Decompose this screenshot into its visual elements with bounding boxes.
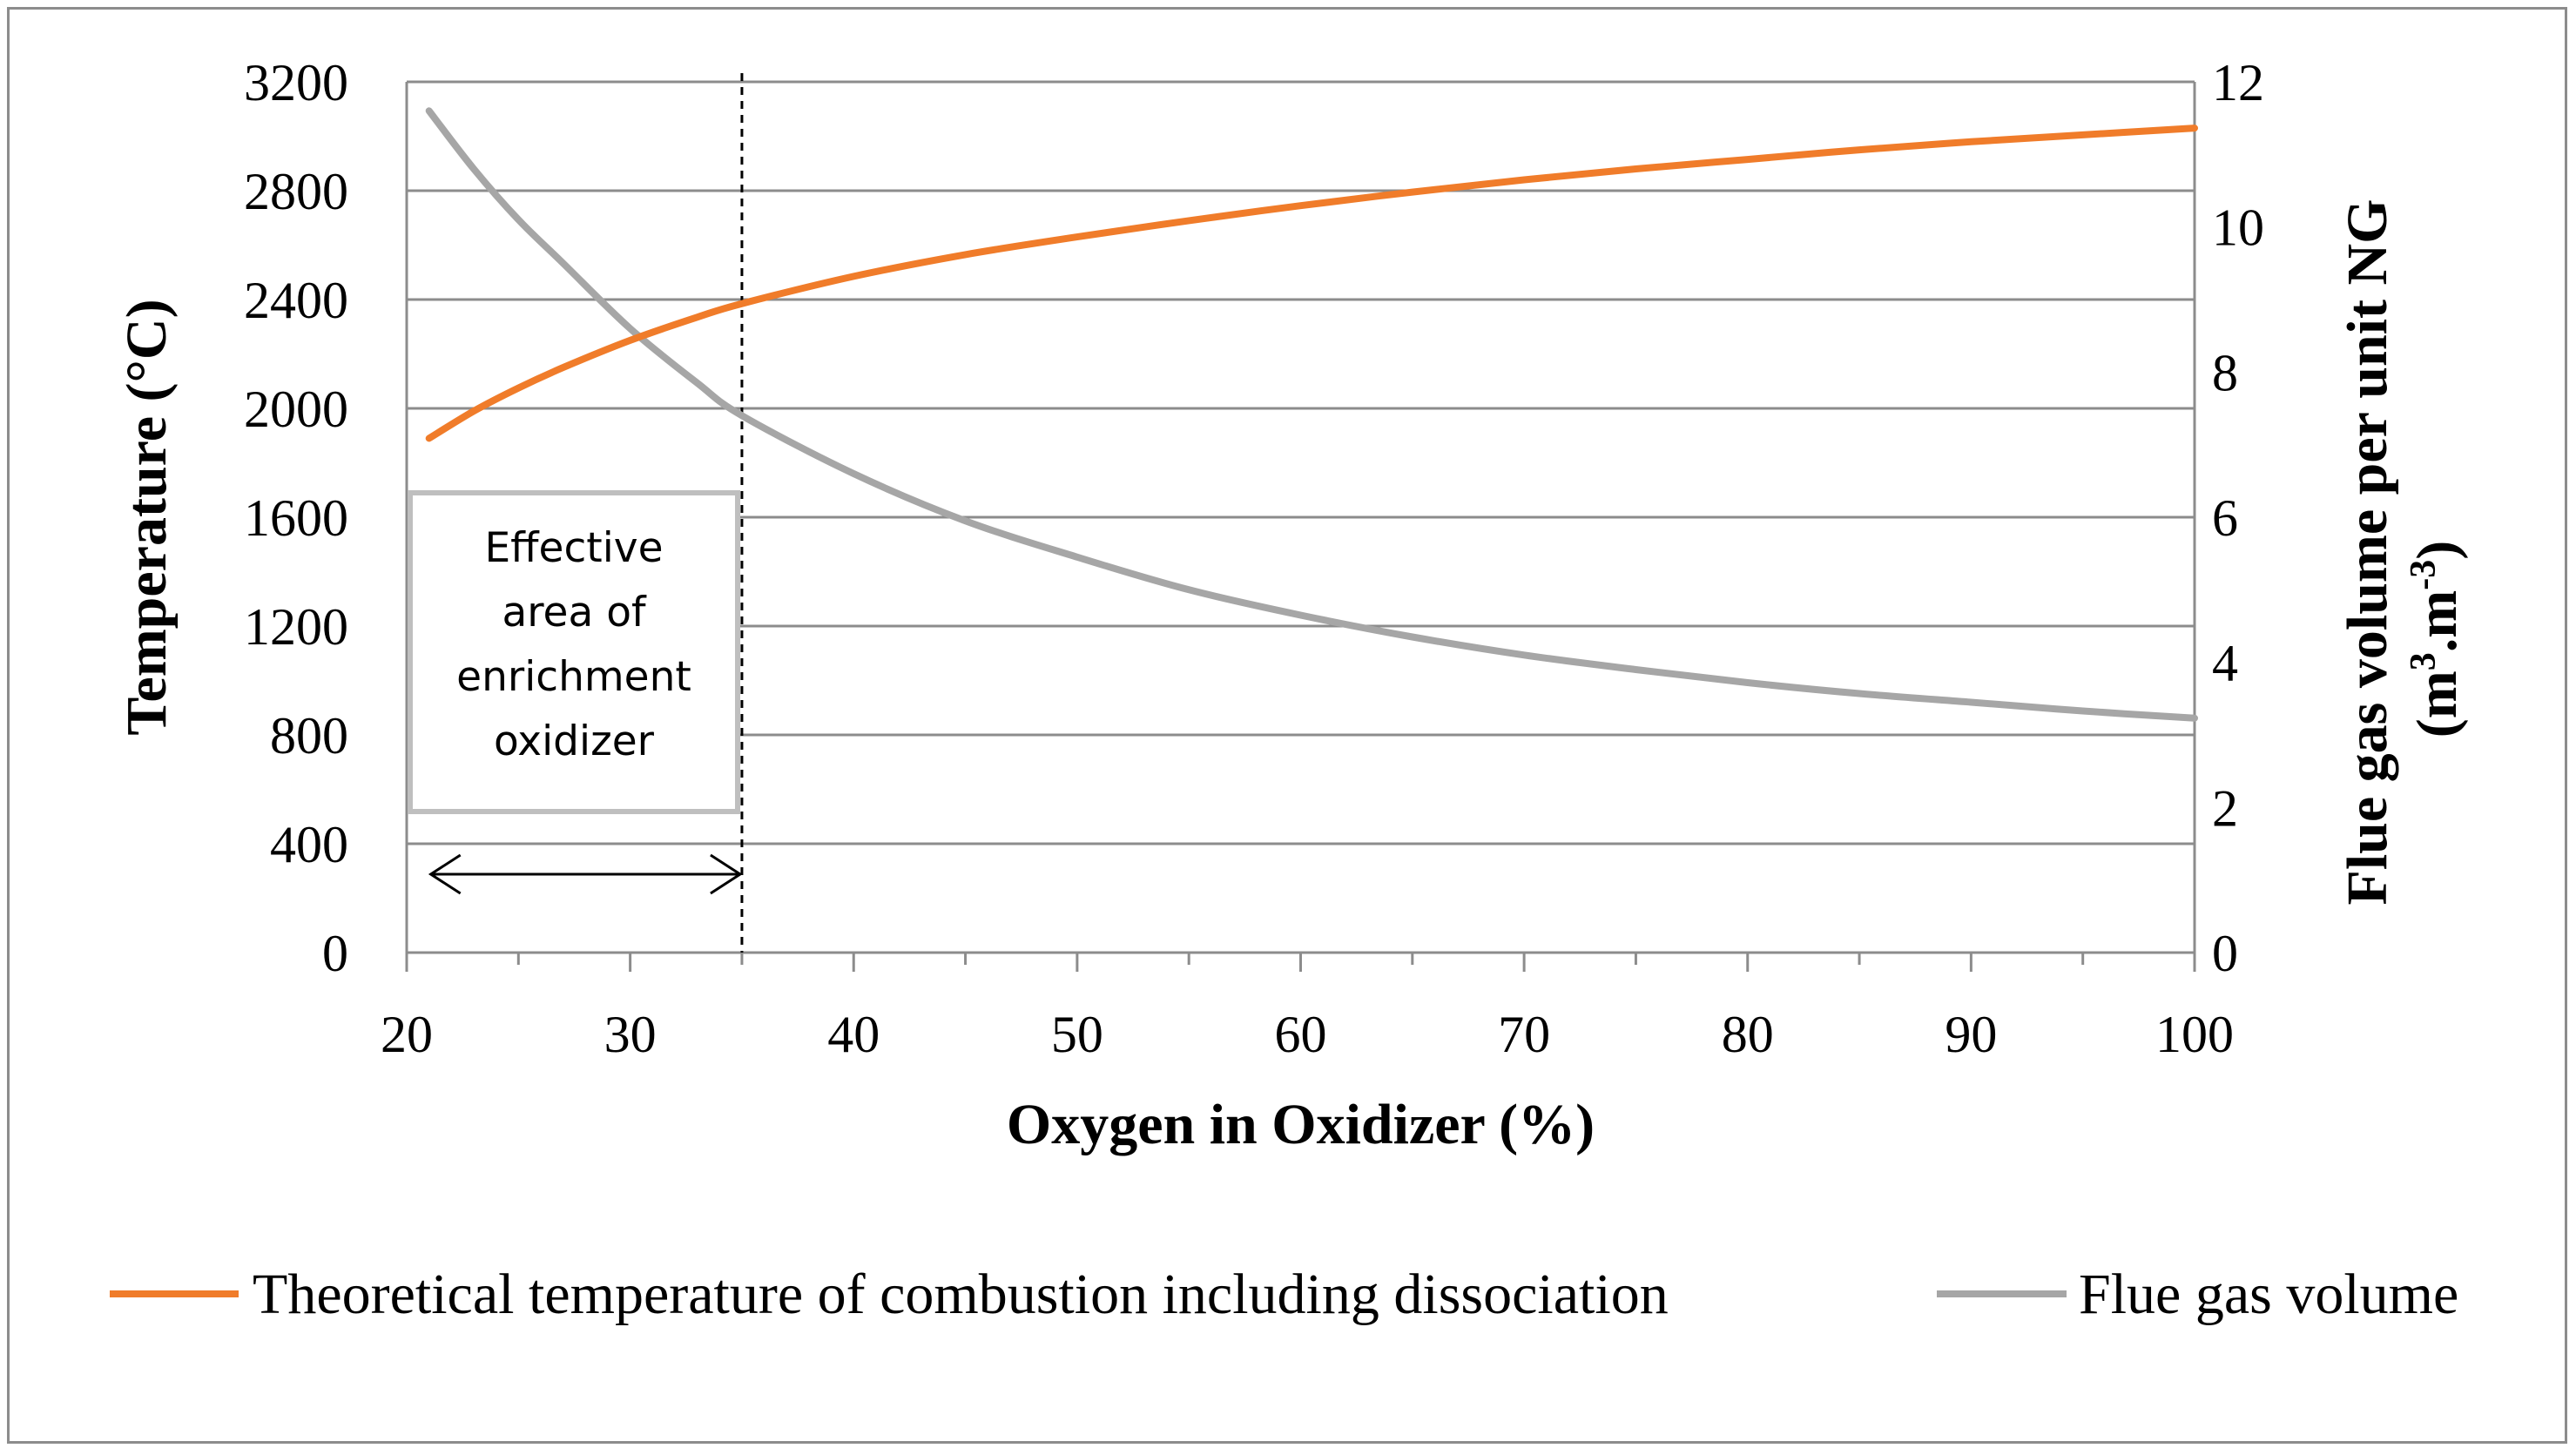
arrow-head-left	[428, 853, 462, 895]
x-tick-label: 100	[2155, 1006, 2234, 1063]
label-part: (m	[2405, 670, 2469, 738]
y-left-tick-label: 800	[270, 707, 348, 765]
x-tick-label: 60	[1275, 1006, 1327, 1063]
series-flue-gas-line	[425, 107, 2198, 722]
gridlines	[407, 80, 2195, 954]
y-left-tick-label: 2000	[244, 381, 348, 438]
annotation-text: area of	[502, 589, 647, 637]
legend: Theoretical temperature of combustion in…	[110, 1263, 2458, 1326]
y-left-tick-label: 2400	[244, 272, 348, 329]
label-part: .m	[2405, 590, 2469, 652]
label-part: )	[2405, 541, 2469, 560]
x-tick-label: 70	[1498, 1006, 1550, 1063]
annotation-box	[408, 490, 740, 814]
y-right-tick-label: 12	[2212, 54, 2264, 111]
x-tick-label: 90	[1945, 1006, 1997, 1063]
y-right-tick-label: 2	[2212, 779, 2238, 837]
y-left-tick-label: 2800	[244, 163, 348, 220]
y-left-axis-title: Temperature (°C)	[115, 299, 179, 735]
annotation-text: oxidizer	[494, 717, 655, 765]
annotation-text: enrichment	[456, 653, 691, 701]
y-right-axis-title-line1: Flue gas volume per unit NG	[2336, 199, 2399, 906]
x-tick-label: 20	[381, 1006, 433, 1063]
series-temperature-line	[425, 125, 2198, 442]
series-group	[425, 107, 2198, 722]
superscript: -3	[2404, 560, 2444, 590]
x-tick-label: 50	[1051, 1006, 1103, 1063]
x-axis-title: Oxygen in Oxidizer (%)	[1007, 1093, 1595, 1156]
superscript: 3	[2404, 652, 2444, 670]
y-right-tick-label: 0	[2212, 925, 2238, 982]
y-right-tick-label: 8	[2212, 344, 2238, 401]
y-right-tick-label: 6	[2212, 489, 2238, 547]
legend-label-temperature: Theoretical temperature of combustion in…	[253, 1263, 1669, 1326]
y-right-tick-label: 10	[2212, 199, 2264, 257]
axes: 0 400 800 1200 1600 2000 2400 2800 3200 0 2 4 6 8 10 12…	[115, 54, 2469, 1156]
y-right-axis-title-line2: (m3.m-3)	[2404, 541, 2469, 738]
y-right-tick-label: 4	[2212, 635, 2238, 692]
x-tick-label: 80	[1722, 1006, 1774, 1063]
legend-label-flue-gas: Flue gas volume	[2079, 1263, 2458, 1326]
arrow-head-right	[710, 853, 743, 895]
y-left-tick-label: 1600	[244, 489, 348, 547]
y-left-tick-label: 400	[270, 816, 348, 873]
y-left-tick-label: 0	[322, 925, 348, 982]
annotation-text: Effective	[484, 524, 663, 572]
x-tick-label: 30	[604, 1006, 657, 1063]
y-left-tick-label: 3200	[244, 54, 348, 111]
annotation: Effective area of enrichment oxidizer	[408, 73, 744, 953]
y-left-tick-label: 1200	[244, 598, 348, 656]
x-tick-label: 40	[827, 1006, 880, 1063]
